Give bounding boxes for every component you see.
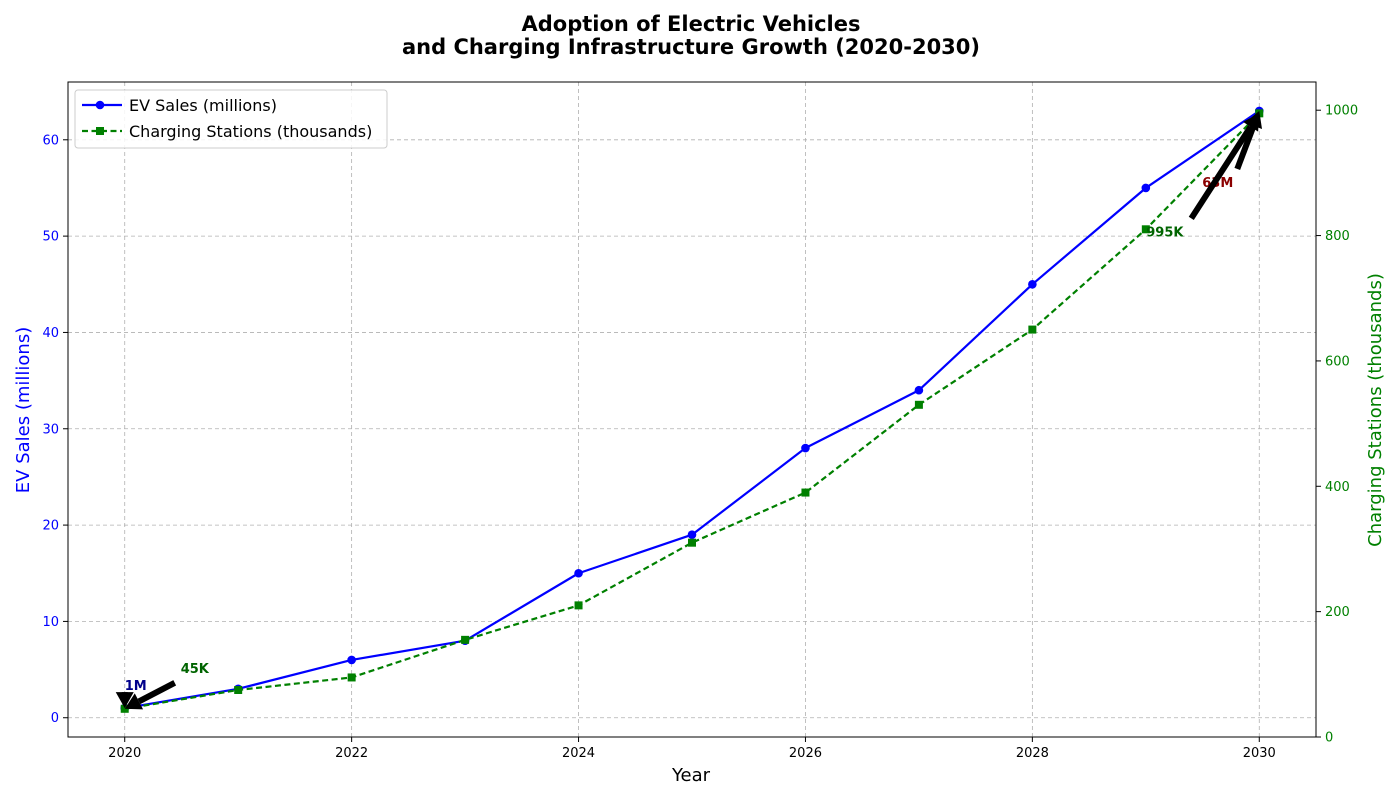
point-charging-stations-2022 (347, 673, 356, 682)
y-right-tick-label-1: 200 (1325, 605, 1350, 620)
annotation-arrow-head-3 (1243, 113, 1260, 132)
y-left-tick-label-0: 0 (51, 711, 59, 726)
x-tick-label-0: 2020 (108, 746, 141, 761)
y-right-tick-label-5: 1000 (1325, 104, 1358, 119)
annotation-arrow-shaft-2 (1234, 124, 1257, 170)
point-charging-stations-2025 (688, 538, 696, 547)
point-charging-stations-2027 (914, 400, 923, 409)
point-charging-stations-2029 (1141, 225, 1150, 234)
y-axis-right-label: Charging Stations (thousands) (1365, 273, 1386, 547)
legend-marker-ev-sales (95, 100, 105, 110)
y-right-tick-label-0: 0 (1325, 731, 1333, 746)
x-axis: 2020 2022 2024 2026 2028 2030 (108, 737, 1276, 761)
annotation-arrow-shaft-1 (137, 680, 177, 705)
point-ev-sales-2026 (801, 443, 810, 453)
legend-marker-charging-stations (96, 127, 104, 135)
plot-frame (67, 81, 1317, 738)
series-line-ev-sales (124, 109, 1260, 710)
chart-title-line-2: and Charging Infrastructure Growth (2020… (402, 35, 980, 59)
y-right-tick-label-2: 400 (1325, 480, 1350, 495)
point-charging-stations-2024 (574, 601, 583, 610)
y-axis-left: 0 10 20 30 40 50 60 (42, 133, 68, 726)
chart-title-line-1: Adoption of Electric Vehicles (521, 12, 860, 36)
y-left-tick-label-5: 50 (42, 230, 59, 245)
point-ev-sales-2022 (347, 655, 356, 665)
y-left-tick-label-6: 60 (42, 133, 59, 148)
point-charging-stations-2021 (234, 685, 243, 694)
x-tick-label-5: 2030 (1243, 746, 1276, 761)
legend: EV Sales (millions) Charging Stations (t… (74, 89, 388, 149)
point-ev-sales-2024 (574, 568, 583, 578)
point-charging-stations-2028 (1028, 325, 1037, 334)
annotation-label-3: 995K (1146, 225, 1184, 240)
x-tick-label-4: 2028 (1016, 746, 1049, 761)
y-left-tick-label-2: 20 (42, 519, 59, 534)
grid-lines (68, 82, 1316, 737)
series-line-charging-stations (124, 112, 1261, 710)
x-tick-label-1: 2022 (335, 746, 368, 761)
y-left-tick-label-3: 30 (42, 422, 59, 437)
legend-label-ev-sales: EV Sales (millions) (129, 96, 277, 115)
x-tick-label-2: 2024 (562, 746, 595, 761)
y-left-tick-label-4: 40 (42, 326, 59, 341)
y-axis-right: 0 200 400 600 800 1000 (1316, 104, 1358, 746)
point-charging-stations-2020 (120, 704, 129, 713)
y-axis-left-label: EV Sales (millions) (13, 327, 34, 493)
point-ev-sales-2028 (1028, 279, 1037, 289)
y-left-tick-label-1: 10 (42, 615, 59, 630)
point-ev-sales-2029 (1141, 183, 1151, 193)
y-right-tick-label-3: 600 (1325, 354, 1350, 369)
point-charging-stations-2026 (801, 488, 810, 497)
point-charging-stations-2023 (461, 635, 470, 644)
point-ev-sales-2027 (914, 385, 924, 395)
annotation-arrow-head-1 (124, 693, 144, 710)
x-tick-label-3: 2026 (789, 746, 822, 761)
annotation-arrow-shaft-3 (1188, 125, 1254, 220)
x-axis-label: Year (671, 765, 711, 786)
point-ev-sales-2025 (687, 530, 697, 540)
annotation-arrow-head-0 (115, 692, 134, 709)
y-right-tick-label-4: 800 (1325, 229, 1350, 244)
annotation-label-0: 1M (125, 679, 147, 694)
series-layer (120, 106, 1264, 713)
legend-box (74, 89, 388, 149)
legend-label-charging-stations: Charging Stations (thousands) (129, 122, 372, 141)
annotation-label-1: 45K (181, 662, 210, 677)
